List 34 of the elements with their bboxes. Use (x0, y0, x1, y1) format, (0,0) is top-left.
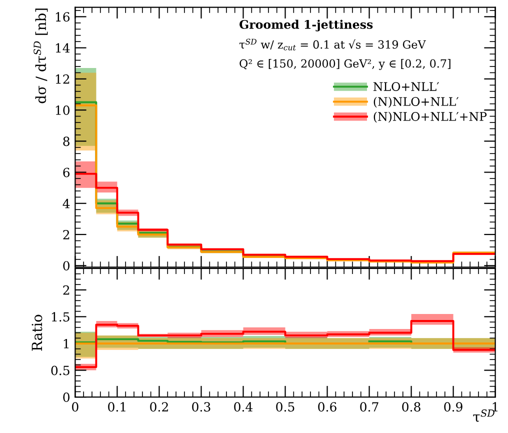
y-tick-label: 8 (63, 136, 70, 146)
legend-label: (N)NLO+NLL′ (374, 96, 459, 108)
y-tick-label: 12 (56, 74, 70, 84)
x-tick-label: 0.2 (150, 402, 168, 412)
x-tick-label: 0.3 (192, 402, 210, 412)
x-tick-label: 0.6 (318, 402, 336, 412)
text: Groomed 1-jettiness (240, 20, 373, 32)
y-tick-label: 1 (64, 338, 69, 348)
x-tick-label: 0.1 (108, 402, 126, 412)
y-tick-label: 0 (63, 261, 70, 271)
y-tick-label: 6 (63, 168, 70, 178)
legend-label: NLO+NLL′ (373, 82, 440, 92)
annotation: τ$^{SD}$ w/ z$_{cut}$ = 0.1 at √s = 319 GeV (239, 38, 426, 50)
annotation: Q² ∈ [150, 20000] GeV², y ∈ [0.2, 0.7] (240, 59, 450, 70)
x-tick-label: 0.5 (276, 402, 294, 412)
x-tick-label: 0.8 (402, 402, 420, 412)
x-tick-label: 0 (72, 402, 78, 412)
x-tick-label: 1 (492, 402, 498, 412)
x-tick-label: 0.4 (234, 402, 253, 412)
legend-label: (N)NLO+NLL′+NP (374, 112, 487, 123)
y-tick-label: 4 (62, 198, 70, 208)
y-axis-title: dσ / dτ$^{SD}$ [nb] (34, 8, 48, 104)
y-tick-label: 0 (63, 392, 70, 402)
y-tick-label: 2 (63, 230, 70, 240)
x-tick-label: 0.7 (360, 402, 378, 412)
y-tick-label: 0.5 (51, 366, 70, 376)
x-tick-label: 0.9 (444, 402, 462, 412)
y-axis-title: Ratio (32, 314, 42, 351)
x-axis-title: τ$^{SD}$ (473, 409, 494, 422)
y-tick-label: 16 (56, 12, 70, 22)
y-tick-label: 14 (56, 43, 70, 53)
y-tick-label: 2 (63, 285, 70, 295)
y-tick-label: 10 (56, 106, 70, 115)
y-tick-label: 1.5 (52, 312, 70, 322)
